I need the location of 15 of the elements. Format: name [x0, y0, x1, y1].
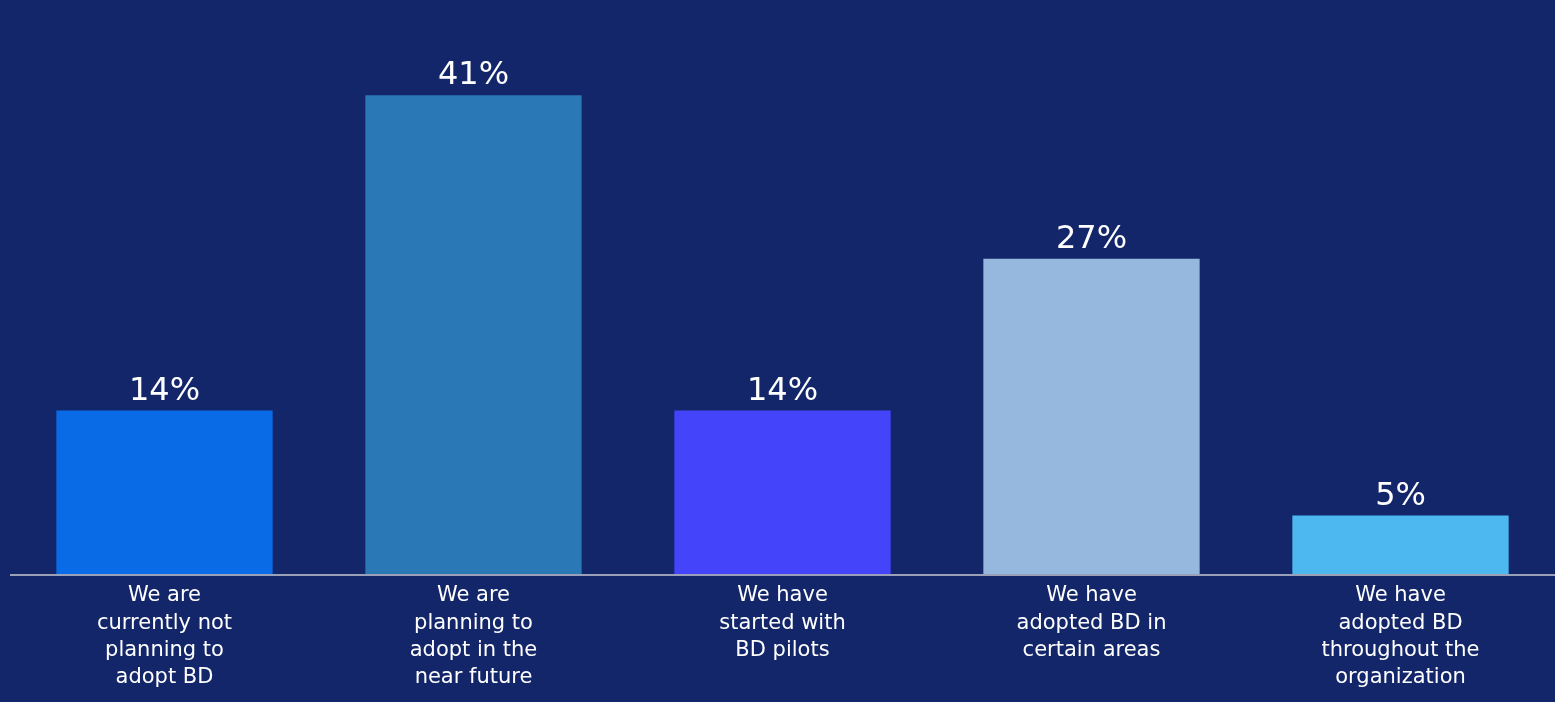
x-tick-label: We are currently not planning to adopt BD [96, 582, 233, 689]
data-label: 5% [1375, 474, 1426, 513]
bar [674, 410, 891, 574]
bar [365, 95, 582, 574]
x-tick-label: We have adopted BD in certain areas [1016, 582, 1167, 661]
bar [56, 410, 273, 574]
data-label: 14% [746, 369, 819, 408]
bar [983, 258, 1200, 574]
data-label: 14% [128, 369, 201, 408]
x-tick-label: We have started with BD pilots [719, 582, 846, 661]
data-label: 27% [1055, 217, 1128, 256]
x-tick-label: We have adopted BD throughout the organization [1321, 582, 1480, 689]
data-label: 41% [437, 54, 510, 93]
bar [1292, 515, 1509, 574]
x-tick-label: We are planning to adopt in the near future [409, 582, 538, 689]
